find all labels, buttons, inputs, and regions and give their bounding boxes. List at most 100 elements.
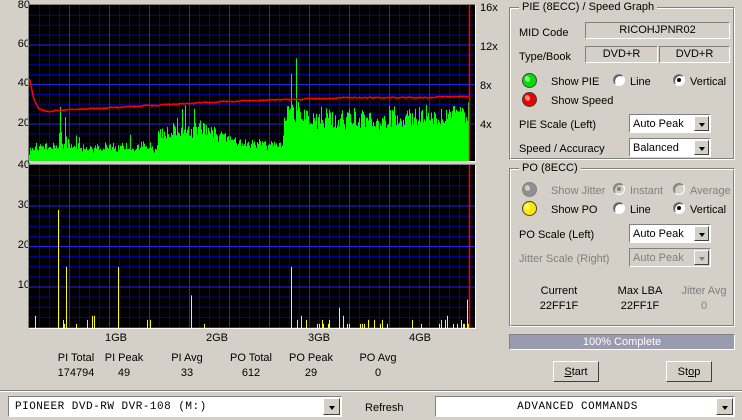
show-speed-led-icon[interactable] bbox=[522, 92, 537, 107]
start-rest: tart bbox=[571, 365, 588, 378]
jitter-average-label: Average bbox=[690, 185, 731, 197]
pie-vertical-label: Vertical bbox=[690, 76, 727, 88]
stop-pre: St bbox=[677, 365, 689, 378]
show-jitter-label: Show Jitter bbox=[551, 185, 606, 197]
po-y-left-tick-40: 40 bbox=[17, 159, 30, 171]
stat-value: 49 bbox=[117, 367, 131, 379]
scan-progress-bar: 100% Complete bbox=[509, 334, 735, 350]
max-lba-readout: Max LBA 22FF1F bbox=[600, 285, 680, 312]
stat-label: PO Total bbox=[230, 352, 272, 364]
stop-accel: o bbox=[688, 365, 695, 378]
start-accel: S bbox=[564, 365, 572, 378]
po-vertical-radio[interactable] bbox=[673, 202, 685, 214]
jitter-scale-combo: Auto Peak bbox=[629, 248, 711, 267]
progress-fill bbox=[510, 335, 734, 349]
stop-button[interactable]: Stop bbox=[666, 361, 712, 382]
start-button-label: Start bbox=[564, 366, 587, 378]
current-lba-label: Current bbox=[540, 285, 578, 297]
pie-y-right-tick-8x: 8x bbox=[480, 80, 492, 92]
x-tick-4gb: 4GB bbox=[408, 332, 431, 344]
stat-value: 33 bbox=[180, 367, 194, 379]
jitter-instant-radio bbox=[613, 183, 625, 195]
speed-accuracy-combo[interactable]: Balanced bbox=[629, 138, 711, 157]
po-graph-plot bbox=[28, 164, 476, 329]
pie-scale-value: Auto Peak bbox=[633, 117, 684, 130]
x-tick-1gb: 1GB bbox=[104, 332, 127, 344]
pie-scale-combo[interactable]: Auto Peak bbox=[629, 114, 711, 133]
stat-label: PI Avg bbox=[171, 352, 203, 364]
po-scale-label: PO Scale (Left) bbox=[519, 229, 595, 241]
mid-code-field: RICOHJPNR02 bbox=[585, 22, 730, 39]
jitter-avg-value: 0 bbox=[700, 300, 708, 312]
drive-select-combo[interactable]: PIONEER DVD-RW DVR-108 (M:) bbox=[8, 396, 342, 417]
chevron-down-icon[interactable] bbox=[694, 140, 709, 155]
chevron-down-icon[interactable] bbox=[694, 226, 709, 241]
stat-po-total: PO Total 612 bbox=[203, 352, 299, 379]
stat-pi-peak: PI Peak 49 bbox=[76, 352, 172, 379]
stat-value: 29 bbox=[304, 367, 318, 379]
po-line-label: Line bbox=[630, 204, 651, 216]
jitter-avg-label: Jitter Avg bbox=[681, 285, 727, 297]
book-type-field: DVD+R bbox=[659, 46, 730, 63]
show-po-label: Show PO bbox=[551, 204, 598, 216]
pie-y-right-tick-12x: 12x bbox=[480, 41, 498, 53]
max-lba-value: 22FF1F bbox=[620, 300, 660, 312]
chevron-down-icon[interactable] bbox=[323, 398, 340, 415]
stop-button-label: Stop bbox=[678, 366, 701, 378]
chevron-down-icon bbox=[694, 250, 709, 265]
speed-accuracy-label: Speed / Accuracy bbox=[519, 143, 605, 155]
current-lba-readout: Current 22FF1F bbox=[519, 285, 599, 312]
current-lba-value: 22FF1F bbox=[539, 300, 579, 312]
pie-y-left-tick-40: 40 bbox=[17, 77, 30, 89]
disc-type-field: DVD+R bbox=[585, 46, 658, 63]
pie-line-radio[interactable] bbox=[613, 74, 625, 86]
refresh-label[interactable]: Refresh bbox=[365, 402, 404, 414]
pie-y-right-tick-16x: 16x bbox=[480, 2, 498, 14]
stat-value: 0 bbox=[374, 367, 382, 379]
pie-line-label: Line bbox=[630, 76, 651, 88]
chevron-down-icon[interactable] bbox=[716, 398, 733, 415]
po-y-left-tick-10: 10 bbox=[17, 279, 30, 291]
refresh-accel: R bbox=[365, 402, 373, 414]
po-scale-combo[interactable]: Auto Peak bbox=[629, 224, 711, 243]
advanced-commands-value: ADVANCED COMMANDS bbox=[517, 400, 638, 413]
stat-label: PI Total bbox=[57, 352, 95, 364]
start-button[interactable]: Start bbox=[553, 361, 599, 382]
stat-pi-total: PI Total 174794 bbox=[28, 352, 124, 379]
stat-pi-avg: PI Avg 33 bbox=[139, 352, 235, 379]
stat-value: 174794 bbox=[57, 367, 95, 379]
po-line-radio[interactable] bbox=[613, 202, 625, 214]
show-po-led-icon[interactable] bbox=[522, 201, 537, 216]
drive-select-value: PIONEER DVD-RW DVR-108 (M:) bbox=[15, 400, 207, 413]
x-tick-2gb: 2GB bbox=[205, 332, 228, 344]
jitter-scale-value: Auto Peak bbox=[633, 251, 684, 264]
stat-po-avg: PO Avg 0 bbox=[330, 352, 426, 379]
po-scale-value: Auto Peak bbox=[633, 227, 684, 240]
chevron-down-icon[interactable] bbox=[694, 116, 709, 131]
show-pie-led-icon[interactable] bbox=[522, 73, 537, 88]
stat-value: 612 bbox=[241, 367, 261, 379]
pie-vertical-radio[interactable] bbox=[673, 74, 685, 86]
pie-y-left-tick-20: 20 bbox=[17, 117, 30, 129]
pie-y-left-tick-60: 60 bbox=[17, 38, 30, 50]
jitter-instant-label: Instant bbox=[630, 185, 664, 197]
progress-text: 100% Complete bbox=[582, 336, 662, 348]
mid-code-label: MID Code bbox=[519, 27, 569, 39]
po-y-left-tick-20: 20 bbox=[17, 239, 30, 251]
stat-po-peak: PO Peak 29 bbox=[263, 352, 359, 379]
max-lba-label: Max LBA bbox=[617, 285, 663, 297]
x-tick-3gb: 3GB bbox=[307, 332, 330, 344]
show-pie-label: Show PIE bbox=[551, 76, 600, 88]
pie-y-right-tick-4x: 4x bbox=[480, 119, 492, 131]
speed-accuracy-value: Balanced bbox=[633, 141, 679, 154]
stat-label: PO Peak bbox=[288, 352, 334, 364]
pie-y-left-tick-80: 80 bbox=[17, 0, 30, 11]
jitter-average-radio bbox=[673, 183, 685, 195]
stat-label: PO Avg bbox=[359, 352, 397, 364]
jitter-scale-label: Jitter Scale (Right) bbox=[519, 253, 610, 265]
show-jitter-led-icon bbox=[522, 182, 537, 197]
po-vertical-label: Vertical bbox=[690, 204, 727, 216]
po-groupbox-title: PO (8ECC) bbox=[519, 162, 581, 174]
advanced-commands-combo[interactable]: ADVANCED COMMANDS bbox=[435, 396, 735, 417]
